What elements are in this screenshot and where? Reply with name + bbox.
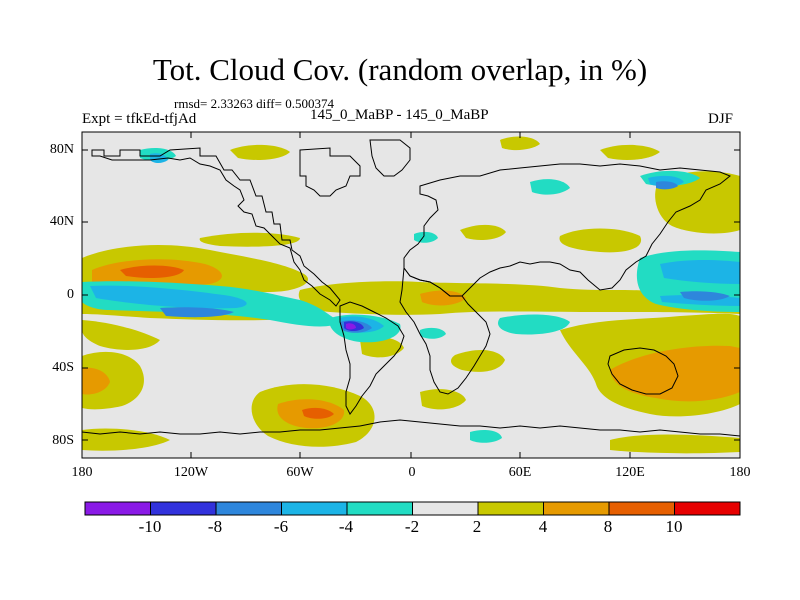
lat-tick-label: 0 bbox=[67, 287, 74, 302]
colorbar-swatch bbox=[543, 501, 610, 516]
colorbar-swatch bbox=[412, 501, 479, 516]
colorbar-swatch bbox=[281, 501, 348, 516]
colorbar-swatch bbox=[215, 501, 282, 516]
lat-tick-label: 80S bbox=[52, 433, 74, 448]
colorbar-label: -8 bbox=[207, 517, 223, 536]
colorbar-swatch bbox=[674, 501, 741, 516]
colorbar-swatch bbox=[150, 501, 217, 516]
lat-tick-label: 40N bbox=[49, 214, 74, 229]
colorbar-label: -2 bbox=[404, 517, 420, 536]
colorbar-label: -10 bbox=[138, 517, 162, 536]
lon-tick-label: 120E bbox=[615, 465, 645, 480]
lon-tick-label: 120W bbox=[173, 465, 209, 480]
lon-tick-label: 60W bbox=[286, 465, 314, 480]
lat-tick-label: 40S bbox=[52, 360, 74, 375]
coastlines bbox=[82, 139, 740, 437]
lon-tick-label: 180 bbox=[729, 465, 751, 480]
lon-tick-label: 0 bbox=[408, 465, 416, 480]
colorbar-label: 10 bbox=[665, 517, 683, 536]
axis-ticks bbox=[82, 132, 740, 458]
colorbar-label: 8 bbox=[603, 517, 613, 536]
colorbar-swatch bbox=[84, 501, 151, 516]
contour-field bbox=[82, 132, 740, 458]
season-label: DJF bbox=[708, 111, 734, 127]
colorbar-label: 4 bbox=[538, 517, 548, 536]
figure-title: Tot. Cloud Cov. (random overlap, in %) bbox=[152, 52, 648, 87]
colorbar-label: -4 bbox=[338, 517, 354, 536]
lon-tick-label: 60E bbox=[508, 465, 532, 480]
colorbar bbox=[84, 501, 741, 516]
colorbar-swatch bbox=[477, 501, 544, 516]
colorbar-label: -6 bbox=[273, 517, 289, 536]
lon-tick-label: 180 bbox=[71, 465, 93, 480]
stats-line: rmsd= 2.33263 diff= 0.500374 bbox=[174, 96, 334, 111]
colorbar-label: 2 bbox=[472, 517, 482, 536]
negative-contours-below-10 bbox=[346, 323, 356, 330]
lat-tick-label: 80N bbox=[49, 142, 74, 157]
colorbar-swatch bbox=[608, 501, 675, 516]
positive-contours-8-10 bbox=[120, 265, 334, 419]
case-label: 145_0_MaBP - 145_0_MaBP bbox=[310, 107, 489, 123]
colorbar-swatch bbox=[346, 501, 413, 516]
experiment-label: Expt = tfkEd-tfjAd bbox=[82, 111, 197, 127]
